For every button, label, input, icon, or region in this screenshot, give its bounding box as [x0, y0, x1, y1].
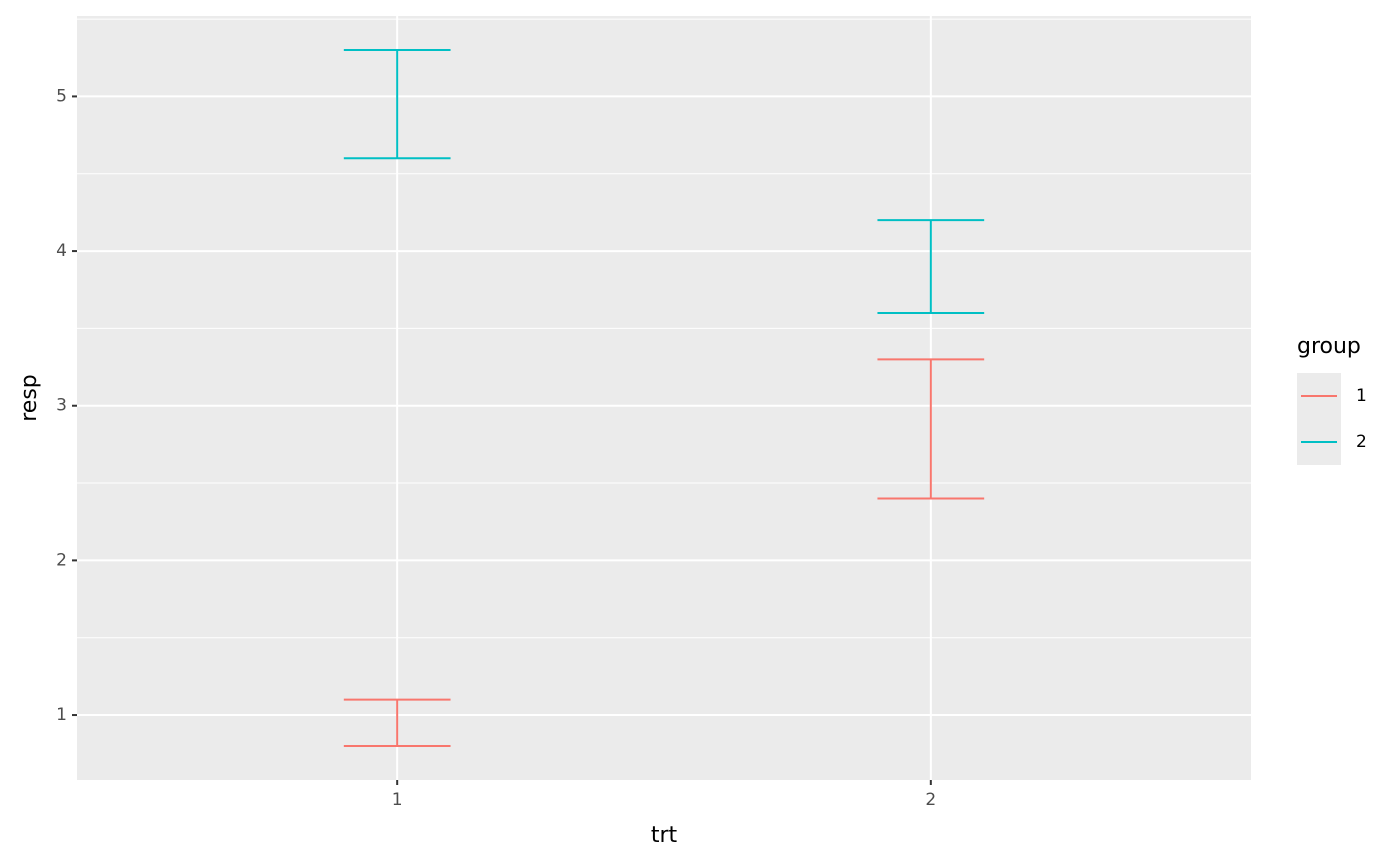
legend-key-background	[1297, 373, 1341, 465]
marks	[343, 49, 985, 747]
y-tick-label: 5	[56, 86, 67, 106]
y-axis-title: resp	[17, 374, 42, 422]
x-tick-label: 2	[925, 790, 936, 810]
x-axis-title: trt	[651, 823, 678, 848]
legend-title: group	[1297, 334, 1361, 359]
legend-label: 2	[1356, 432, 1367, 452]
y-tick-label: 3	[56, 396, 67, 416]
y-tick-label: 1	[56, 705, 67, 725]
y-tick-label: 4	[56, 241, 67, 261]
x-tick-label: 1	[392, 790, 403, 810]
legend-label: 1	[1356, 386, 1367, 406]
panel	[77, 16, 1251, 780]
y-tick-label: 2	[56, 550, 67, 570]
